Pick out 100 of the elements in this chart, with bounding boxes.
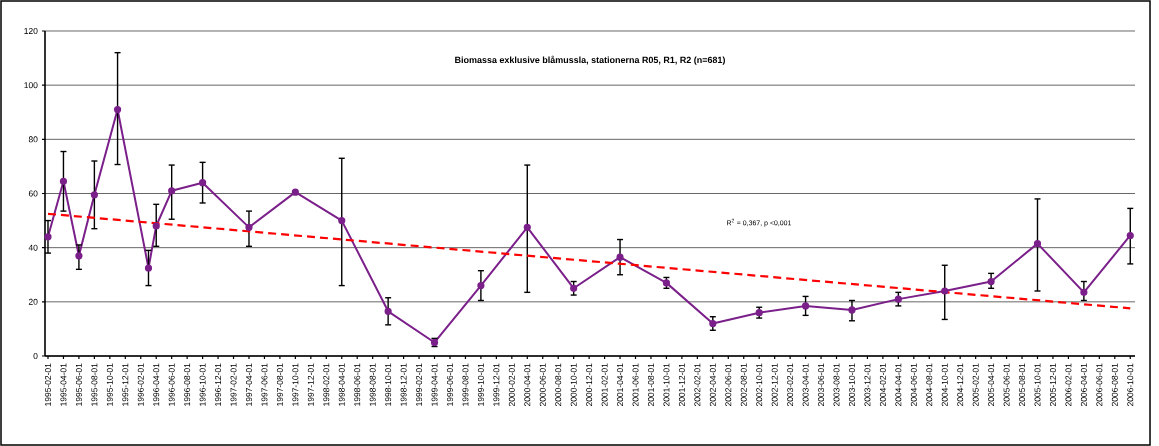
x-tick-label: 1996-02-01 — [137, 363, 144, 406]
x-tick-label: 2001-08-01 — [647, 363, 654, 407]
point — [801, 302, 810, 310]
x-tick-label: 1998-08-01 — [369, 363, 376, 406]
x-tick-label: 1999-10-01 — [477, 363, 484, 406]
x-tick-label: 1995-02-01 — [45, 363, 51, 406]
point — [338, 216, 346, 225]
x-tick-label: 2002-10-01 — [756, 363, 763, 407]
x-tick-label: 1997-12-01 — [307, 363, 314, 406]
text: Biomassa exklusive blåmussla, stationerna R05, R1, R2 (n=681) — [455, 55, 725, 65]
y-tick-label: 20 — [28, 298, 38, 305]
x-tick-label: 2004-08-01 — [926, 363, 933, 407]
x-tick-label: 2002-06-01 — [725, 363, 732, 407]
y-tick-label: 80 — [28, 136, 38, 143]
point — [941, 287, 949, 295]
x-tick-label: 1995-04-01 — [60, 363, 67, 406]
x-tick-label: 2004-06-01 — [910, 363, 917, 407]
point — [894, 295, 902, 303]
point — [616, 253, 624, 261]
x-tick-label: 1997-02-01 — [230, 363, 237, 406]
point — [75, 252, 83, 260]
x-tick-label: 1997-04-01 — [245, 363, 252, 406]
x-tick-label: 2003-10-01 — [848, 363, 855, 407]
x-tick-label: 2001-06-01 — [632, 363, 639, 407]
x-tick-label: 2002-02-01 — [694, 363, 701, 407]
x-tick-label: 2005-08-01 — [1019, 363, 1026, 407]
point — [59, 177, 68, 185]
point — [523, 223, 531, 231]
x-tick-label: 2006-02-01 — [1065, 363, 1072, 407]
x-tick-label: 1996-04-01 — [153, 363, 160, 406]
x-tick-label: 2002-12-01 — [771, 363, 778, 407]
point — [152, 222, 160, 230]
x-tick-label: 2003-08-01 — [833, 363, 840, 407]
x-tick-label: 1997-06-01 — [261, 363, 268, 406]
x-tick-label: 2005-12-01 — [1049, 363, 1056, 407]
point — [848, 306, 856, 314]
x-tick-label: 1998-06-01 — [354, 363, 361, 406]
point — [44, 233, 52, 241]
point — [199, 179, 207, 187]
x-tick-label: 1996-12-01 — [215, 363, 222, 406]
point — [570, 284, 578, 292]
x-tick-label: 1997-10-01 — [292, 363, 299, 406]
point — [168, 187, 176, 195]
x-tick-label: 2004-10-01 — [941, 363, 948, 407]
x-tick-label: 2001-12-01 — [678, 363, 685, 407]
x-tick-label: 1999-06-01 — [446, 363, 453, 406]
x-tick-label: 2000-10-01 — [570, 363, 577, 407]
point — [384, 307, 392, 315]
x-tick-label: 1998-12-01 — [400, 363, 407, 406]
y-tick-label: 0 — [33, 353, 38, 359]
x-tick-label: 1997-08-01 — [276, 363, 283, 406]
point — [113, 105, 122, 114]
x-tick-label: 2006-10-01 — [1127, 363, 1134, 407]
point — [1080, 288, 1088, 296]
point — [1126, 231, 1134, 240]
x-tick-label: 1995-06-01 — [75, 363, 82, 406]
x-tick-label: 2006-04-01 — [1080, 363, 1087, 407]
x-tick-label: 1995-12-01 — [122, 363, 129, 406]
x-tick-label: 1998-02-01 — [323, 363, 330, 406]
x-tick-label: 2000-12-01 — [586, 363, 593, 407]
x-tick-label: 1998-10-01 — [385, 363, 392, 406]
x-tick-label: 2005-02-01 — [972, 363, 979, 407]
x-tick-label: 2002-08-01 — [740, 363, 747, 407]
point — [291, 188, 299, 196]
x-tick-label: 1996-10-01 — [199, 363, 206, 406]
x-tick-label: 1999-04-01 — [431, 363, 438, 406]
y-tick-label: 60 — [28, 190, 38, 197]
x-tick-label: 2005-10-01 — [1034, 363, 1041, 407]
point — [90, 191, 98, 199]
x-tick-label: 2005-04-01 — [988, 363, 995, 407]
x-tick-label: 2003-02-01 — [787, 363, 794, 407]
x-tick-label: 2004-02-01 — [879, 363, 886, 407]
x-tick-label: 2006-08-01 — [1111, 363, 1118, 407]
x-tick-label: 1999-02-01 — [416, 363, 423, 406]
x-tick-label: 2000-02-01 — [508, 363, 515, 407]
x-tick-label: 1995-10-01 — [106, 363, 113, 406]
x-tick-label: 2003-12-01 — [864, 363, 871, 407]
x-tick-label: 2006-06-01 — [1096, 363, 1103, 407]
x-tick-label: 2001-02-01 — [601, 363, 608, 407]
y-tick-label: 100 — [24, 82, 38, 89]
point — [144, 264, 153, 272]
x-tick-label: 2001-04-01 — [617, 363, 624, 407]
x-tick-label: 2000-04-01 — [524, 363, 531, 407]
x-tick-label: 1996-06-01 — [168, 363, 175, 406]
x-tick-label: 1996-08-01 — [184, 363, 191, 406]
point — [245, 223, 253, 231]
x-tick-label: 1998-04-01 — [338, 363, 345, 406]
x-tick-label: 2000-06-01 — [539, 363, 546, 407]
x-tick-label: 1995-08-01 — [91, 363, 98, 406]
y-tick-label: 40 — [28, 244, 38, 251]
x-tick-label: 2002-04-01 — [709, 363, 716, 407]
x-tick-label: 2001-10-01 — [663, 363, 670, 407]
x-tick-label: 2005-06-01 — [1003, 363, 1010, 407]
y-tick-label: 120 — [24, 28, 38, 34]
x-tick-label: 2004-12-01 — [957, 363, 964, 407]
x-tick-label: 1999-12-01 — [493, 363, 500, 406]
point — [1033, 240, 1042, 248]
x-tick-label: 2000-08-01 — [555, 363, 562, 407]
x-tick-label: 2003-04-01 — [802, 363, 809, 407]
x-tick-label: 2003-06-01 — [818, 363, 825, 407]
